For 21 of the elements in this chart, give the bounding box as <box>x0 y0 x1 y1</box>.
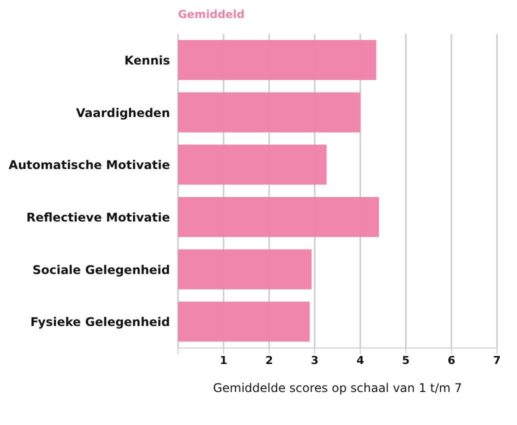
bar <box>178 197 379 237</box>
bar <box>178 249 312 290</box>
bar <box>178 302 310 342</box>
y-tick-label: Kennis <box>124 53 170 68</box>
y-tick-label: Fysieke Gelegenheid <box>30 315 170 330</box>
y-tick-label: Sociale Gelegenheid <box>32 262 170 277</box>
bar <box>178 40 376 80</box>
x-axis-title: Gemiddelde scores op schaal van 1 t/m 7 <box>212 381 462 395</box>
series-label: Gemiddeld <box>178 8 245 23</box>
bar <box>178 92 360 132</box>
y-tick-label: Vaardigheden <box>76 106 170 120</box>
x-tick-label: 3 <box>310 354 319 367</box>
x-tick-label: 5 <box>402 354 410 367</box>
y-tick-label: Reflectieve Motivatie <box>26 210 170 224</box>
x-tick-label: 6 <box>448 354 456 367</box>
x-tick-label: 2 <box>265 354 273 367</box>
bar <box>178 144 327 185</box>
x-tick-label: 1 <box>220 354 228 367</box>
x-tick-label: 4 <box>356 354 364 367</box>
y-tick-label: Automatische Motivatie <box>8 158 170 172</box>
x-tick-label: 7 <box>493 354 501 367</box>
